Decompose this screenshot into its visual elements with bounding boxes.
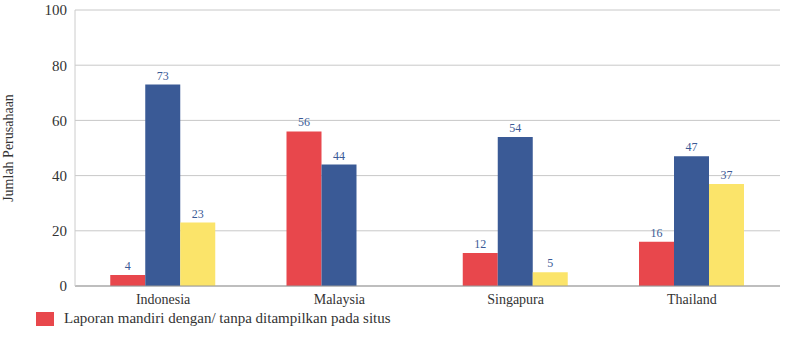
- svg-text:56: 56: [298, 115, 310, 129]
- svg-text:37: 37: [721, 168, 733, 182]
- svg-text:16: 16: [651, 226, 663, 240]
- svg-text:44: 44: [333, 149, 345, 163]
- html-text:Laporan mandiri dengan/ tanpa: Laporan mandiri dengan/ tanpa ditampilka…: [64, 310, 391, 326]
- svg-text:100: 100: [45, 2, 68, 18]
- svg-text:23: 23: [192, 207, 204, 221]
- svg-text:0: 0: [60, 278, 68, 294]
- svg-text:80: 80: [52, 58, 67, 74]
- svg-text:54: 54: [509, 121, 521, 135]
- svg-text:Jumlah Perusahaan: Jumlah Perusahaan: [1, 94, 16, 202]
- svg-text:5: 5: [547, 256, 553, 270]
- svg-text:60: 60: [52, 113, 67, 129]
- svg-text:Singapura: Singapura: [487, 292, 545, 307]
- svg-text:Indonesia: Indonesia: [136, 292, 191, 307]
- svg-text:4: 4: [125, 259, 131, 273]
- svg-text:20: 20: [52, 223, 67, 239]
- svg-text:Malaysia: Malaysia: [314, 292, 366, 307]
- svg-text:47: 47: [686, 140, 698, 154]
- svg-text:12: 12: [474, 237, 486, 251]
- svg-text:73: 73: [157, 69, 169, 83]
- svg-text:Thailand: Thailand: [667, 292, 717, 307]
- svg-text:40: 40: [52, 168, 67, 184]
